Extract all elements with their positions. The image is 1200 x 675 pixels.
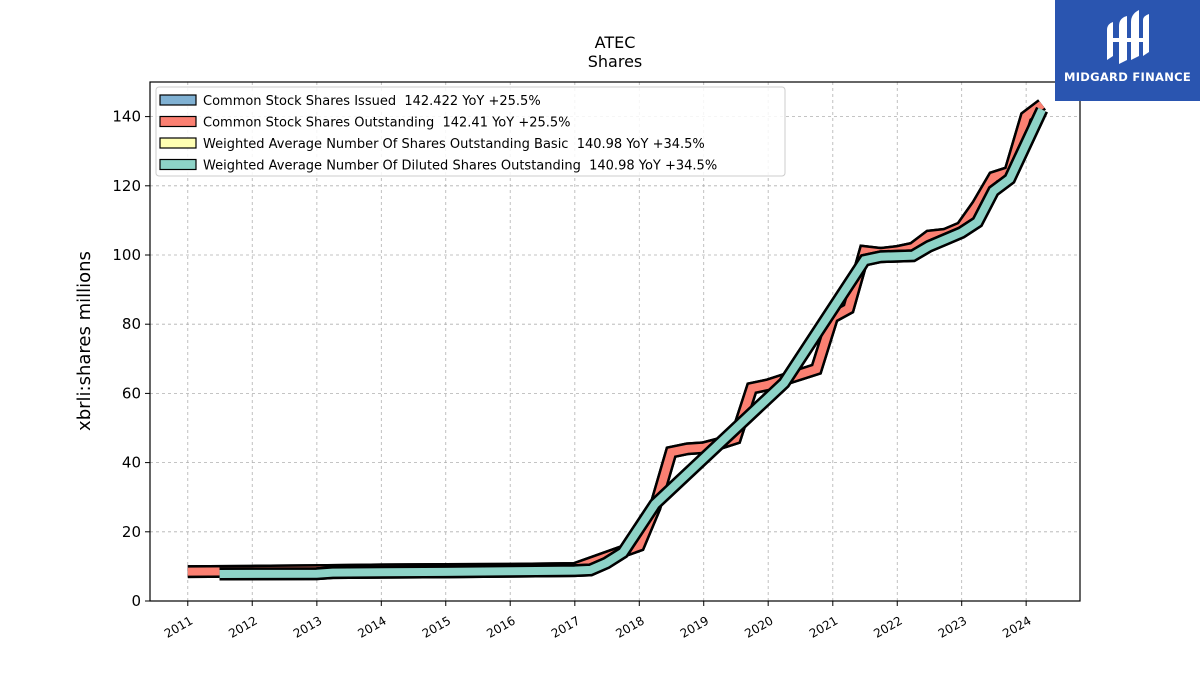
legend-item[interactable]: Weighted Average Number Of Diluted Share… <box>159 158 717 174</box>
x-tick-label: 2017 <box>549 613 582 640</box>
y-axis-label: xbrli:shares millions <box>74 251 95 431</box>
legend-swatch <box>159 137 197 149</box>
y-tick-label: 0 <box>131 592 141 610</box>
series-weighted-average-number-of-shares-outstanding-basic <box>219 106 1048 581</box>
x-tick-label: 2022 <box>871 613 904 640</box>
chart-title: ATEC <box>595 33 636 52</box>
y-tick-label: 60 <box>122 384 141 402</box>
y-tick-label: 40 <box>122 454 141 472</box>
x-tick-label: 2015 <box>420 613 453 640</box>
x-tick-label: 2016 <box>484 613 517 640</box>
x-tick-label: 2024 <box>1000 613 1033 640</box>
legend-label: Common Stock Shares Outstanding 142.41 Y… <box>203 116 571 131</box>
x-tick-label: 2019 <box>678 613 711 640</box>
legend[interactable]: Common Stock Shares Issued 142.422 YoY +… <box>155 86 786 177</box>
y-tick-label: 20 <box>122 523 141 541</box>
y-axis: 0 20 40 60 80 100 120 140 <box>112 108 150 610</box>
y-tick-label: 100 <box>112 246 141 264</box>
x-tick-label: 2020 <box>742 613 775 640</box>
logo-text: MIDGARD FINANCE <box>1063 70 1192 84</box>
legend-swatch <box>159 94 197 106</box>
y-tick-label: 80 <box>122 315 141 333</box>
series-weighted-average-number-of-diluted-shares-outstanding <box>219 106 1048 581</box>
legend-label: Weighted Average Number Of Diluted Share… <box>203 159 717 174</box>
logo-mark-icon <box>1107 10 1149 64</box>
legend-swatch <box>159 158 197 171</box>
legend-item[interactable]: Common Stock Shares Outstanding 142.41 Y… <box>159 115 571 131</box>
y-tick-label: 120 <box>112 177 141 195</box>
chart-subtitle: Shares <box>588 52 643 71</box>
x-axis: 2011 2012 2013 2014 2015 2016 2017 2018 2019 2020… <box>162 601 1034 641</box>
y-tick-label: 140 <box>112 108 141 126</box>
series-outline <box>219 106 1048 581</box>
x-tick-label: 2013 <box>291 613 324 640</box>
x-tick-label: 2023 <box>936 613 969 640</box>
legend-swatch <box>159 115 197 128</box>
series-line <box>219 108 1046 578</box>
legend-label: Weighted Average Number Of Shares Outsta… <box>203 137 705 152</box>
plot-frame <box>149 81 1081 602</box>
x-tick-label: 2014 <box>355 613 388 640</box>
x-tick-label: 2018 <box>613 613 646 640</box>
series-group <box>187 99 1048 581</box>
midgard-finance-logo: MIDGARD FINANCE <box>1055 0 1200 101</box>
legend-item[interactable]: Common Stock Shares Issued 142.422 YoY +… <box>159 94 541 109</box>
x-tick-label: 2011 <box>162 613 195 640</box>
x-tick-label: 2021 <box>807 613 840 640</box>
legend-item[interactable]: Weighted Average Number Of Shares Outsta… <box>159 137 705 152</box>
series-line <box>219 108 1046 578</box>
legend-label: Common Stock Shares Issued 142.422 YoY +… <box>203 94 541 109</box>
x-tick-label: 2012 <box>226 613 259 640</box>
series-outline <box>219 106 1048 581</box>
legend-box <box>155 86 786 177</box>
